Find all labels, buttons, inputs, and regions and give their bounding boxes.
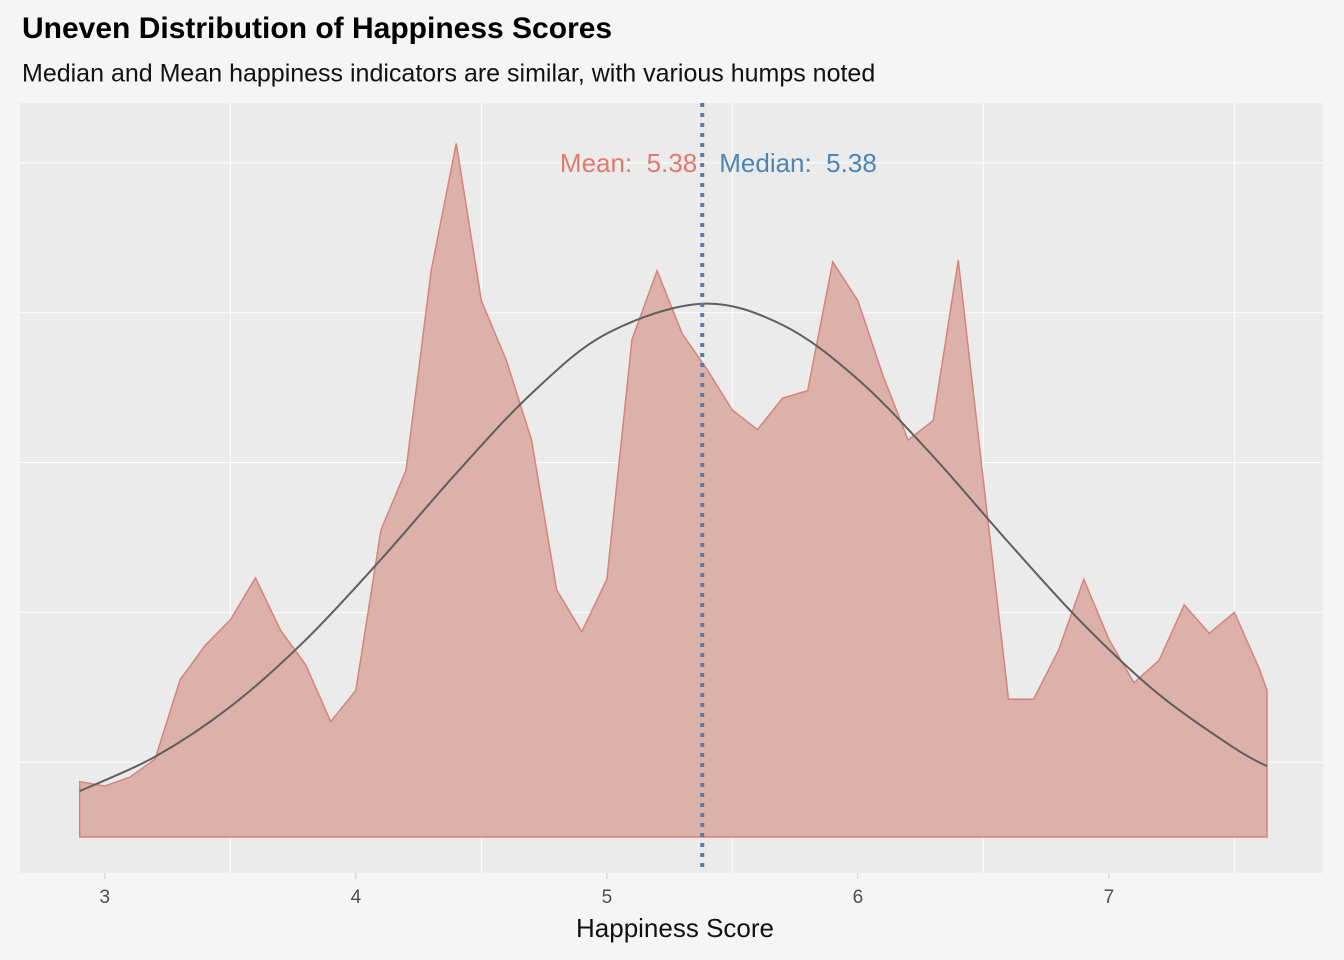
- chart-title: Uneven Distribution of Happiness Scores: [22, 12, 612, 45]
- x-tick-label: 5: [602, 887, 613, 908]
- chart-subtitle: Median and Mean happiness indicators are…: [22, 60, 875, 88]
- x-tick-label: 7: [1104, 887, 1115, 908]
- x-tick-label: 3: [100, 887, 111, 908]
- normal-curve: [79, 302, 1268, 792]
- annotation: Mean: 5.38: [560, 148, 697, 178]
- x-tick-label: 4: [351, 887, 362, 908]
- x-axis-title: Happiness Score: [576, 913, 774, 943]
- annotation: Median: 5.38: [719, 148, 877, 178]
- x-tick-label: 6: [853, 887, 864, 908]
